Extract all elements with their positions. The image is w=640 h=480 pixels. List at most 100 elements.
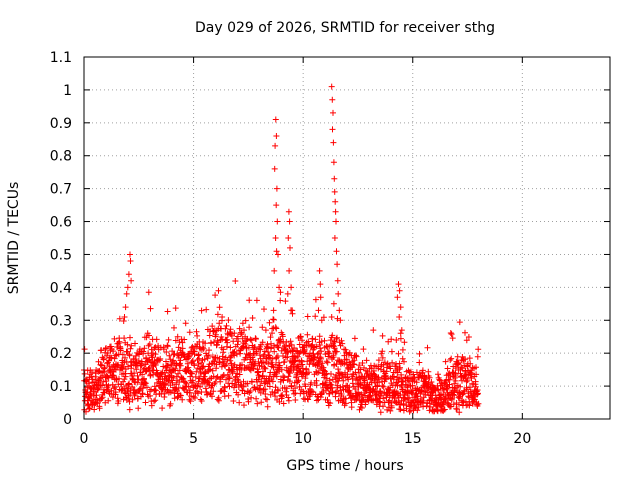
data-point xyxy=(297,333,304,340)
data-point xyxy=(119,351,126,358)
data-point xyxy=(165,336,172,343)
data-point xyxy=(305,369,312,376)
data-point xyxy=(225,392,232,399)
plot-frame xyxy=(83,56,611,420)
data-point xyxy=(420,397,427,404)
spike-point xyxy=(330,109,336,116)
spike-point xyxy=(273,202,280,209)
data-point xyxy=(131,392,138,399)
data-point xyxy=(272,393,279,400)
data-point xyxy=(417,390,424,397)
data-point xyxy=(126,398,133,405)
data-point xyxy=(234,341,241,348)
data-point xyxy=(455,394,462,401)
data-point xyxy=(122,354,128,361)
data-point xyxy=(171,395,178,402)
data-point xyxy=(463,337,470,344)
data-point xyxy=(129,396,136,403)
data-point xyxy=(164,343,171,350)
axis-ticks: 0 0.1 0.2 0.3 0.4 0.5 0.6 0.7 0.8 0.9 1 1.1 0 5 10 15 20 xyxy=(50,50,610,447)
data-point xyxy=(314,362,321,369)
data-point xyxy=(253,395,260,402)
spike-point xyxy=(270,307,277,314)
spike-point xyxy=(316,267,323,274)
data-point xyxy=(86,405,93,412)
data-point xyxy=(349,380,356,387)
spike-point xyxy=(272,142,279,149)
data-point xyxy=(330,354,337,361)
data-point xyxy=(475,390,481,397)
data-point xyxy=(213,375,220,381)
data-point xyxy=(383,394,390,401)
data-point xyxy=(452,377,459,384)
data-point xyxy=(212,292,219,299)
data-point xyxy=(363,357,370,364)
data-point xyxy=(276,362,283,369)
data-point xyxy=(126,406,133,413)
data-point xyxy=(232,278,239,284)
data-point xyxy=(139,371,146,378)
data-point xyxy=(197,396,204,403)
spike-point xyxy=(396,287,403,294)
data-point xyxy=(170,375,177,381)
data-point xyxy=(329,332,336,339)
data-point xyxy=(182,320,189,327)
data-point xyxy=(227,357,234,364)
data-point xyxy=(295,377,302,384)
data-point xyxy=(198,360,205,366)
data-point xyxy=(223,361,230,367)
data-point xyxy=(448,331,455,338)
data-point xyxy=(253,297,260,304)
data-point xyxy=(169,348,176,355)
data-point xyxy=(278,366,285,373)
data-point xyxy=(395,350,402,357)
data-point xyxy=(413,379,420,386)
data-point xyxy=(313,382,320,389)
y-tick-label: 0.4 xyxy=(50,280,72,296)
data-point xyxy=(193,368,200,375)
data-point xyxy=(120,378,127,385)
data-point xyxy=(190,393,197,400)
data-point xyxy=(208,340,215,347)
data-point xyxy=(216,304,223,311)
data-point xyxy=(352,352,359,359)
data-point xyxy=(219,353,226,360)
data-point xyxy=(320,314,327,321)
data-point xyxy=(186,396,193,403)
data-point xyxy=(468,370,475,377)
data-point xyxy=(257,346,264,353)
data-point xyxy=(161,390,168,397)
data-point xyxy=(467,360,474,367)
data-point xyxy=(177,357,184,364)
data-point xyxy=(271,342,277,349)
data-point xyxy=(193,343,200,350)
data-point xyxy=(308,388,315,395)
data-point xyxy=(273,354,280,361)
data-point xyxy=(101,364,108,371)
data-point xyxy=(447,357,454,363)
data-point xyxy=(459,391,466,398)
spike-point xyxy=(271,165,278,172)
spike-point xyxy=(317,294,324,301)
data-point xyxy=(110,348,117,355)
data-point xyxy=(125,363,131,370)
spike-point xyxy=(285,235,292,241)
data-point xyxy=(375,374,382,381)
data-point xyxy=(172,337,179,344)
data-point xyxy=(292,397,299,403)
data-point xyxy=(401,358,407,365)
spike-point xyxy=(394,294,401,301)
data-point xyxy=(440,407,447,414)
data-point xyxy=(464,377,471,384)
data-point xyxy=(248,337,255,344)
data-point xyxy=(472,378,479,385)
spike-point xyxy=(122,304,129,311)
data-point xyxy=(111,335,118,342)
data-point xyxy=(132,340,138,347)
data-point xyxy=(239,320,246,327)
data-point xyxy=(283,339,290,345)
data-point xyxy=(160,363,167,370)
data-point xyxy=(299,361,306,368)
data-point xyxy=(351,335,358,342)
data-point xyxy=(163,358,169,365)
